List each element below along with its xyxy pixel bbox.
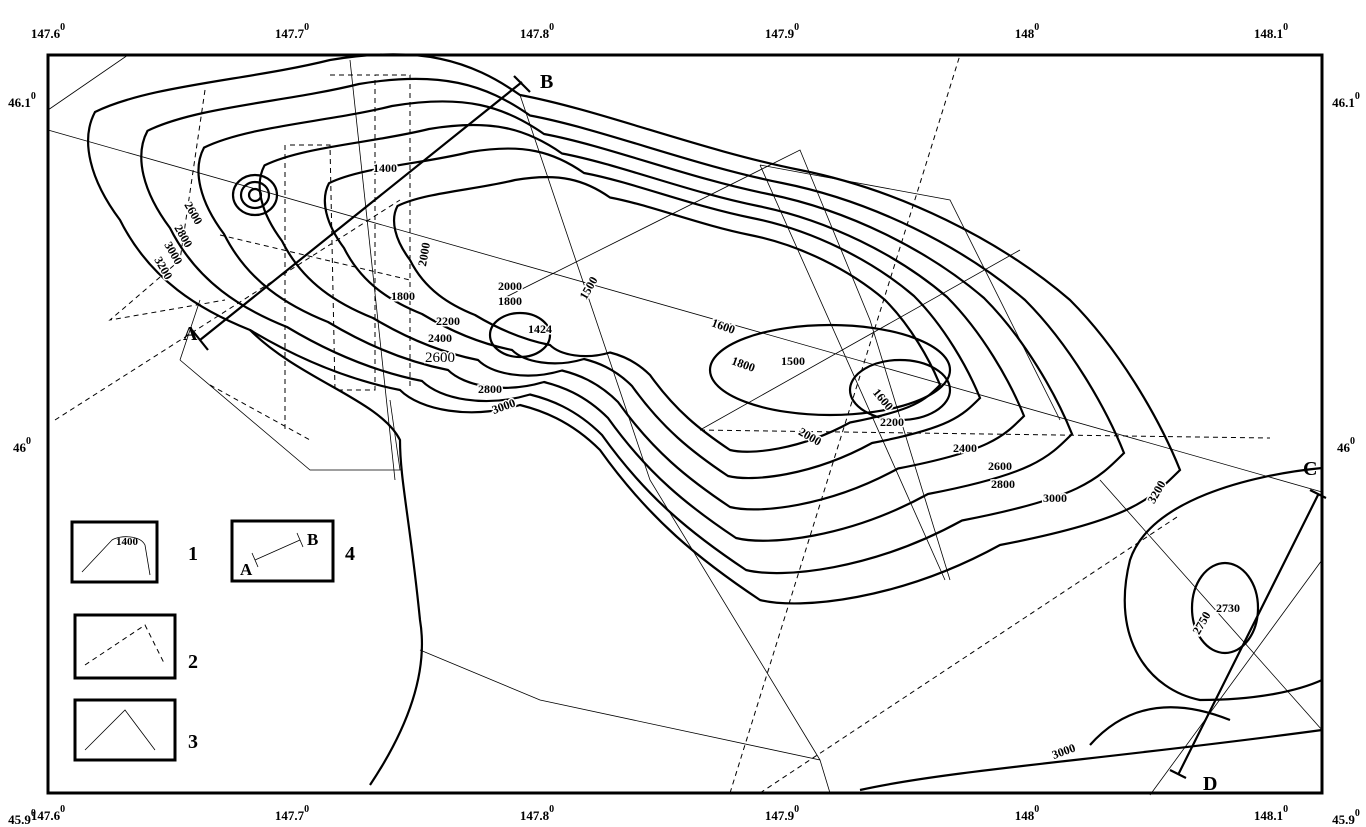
coordinate-label: 148.10 bbox=[1254, 804, 1288, 823]
contour-label: 1800 bbox=[391, 289, 415, 303]
contour-label: 1500 bbox=[781, 354, 805, 368]
degree-mark: 0 bbox=[794, 22, 799, 33]
coordinate-value: 147.8 bbox=[520, 26, 550, 41]
degree-mark: 0 bbox=[1283, 22, 1288, 33]
profile-point: C bbox=[1303, 458, 1317, 480]
coordinate-label: 147.80 bbox=[520, 22, 554, 41]
coordinate-value: 147.6 bbox=[31, 26, 61, 41]
coordinate-label: 147.90 bbox=[765, 804, 799, 823]
coordinate-value: 46 bbox=[13, 440, 27, 455]
degree-mark: 0 bbox=[1034, 22, 1039, 33]
contour-label: 2800 bbox=[991, 477, 1015, 491]
contour-label: 3000 bbox=[490, 396, 517, 417]
coordinate-value: 45.9 bbox=[1332, 812, 1355, 827]
degree-mark: 0 bbox=[60, 804, 65, 815]
contour-label: 3000 bbox=[1050, 741, 1077, 762]
coordinate-label: 46.10 bbox=[8, 91, 36, 110]
legend-sample-b: B bbox=[307, 530, 318, 549]
coordinate-value: 148.1 bbox=[1254, 26, 1283, 41]
degree-mark: 0 bbox=[60, 22, 65, 33]
coordinate-value: 148.1 bbox=[1254, 808, 1283, 823]
degree-mark: 0 bbox=[304, 804, 309, 815]
coordinate-value: 45.9 bbox=[8, 812, 31, 827]
coordinate-value: 147.9 bbox=[765, 26, 795, 41]
degree-mark: 0 bbox=[1283, 804, 1288, 815]
degree-mark: 0 bbox=[31, 808, 36, 819]
contour-label: 1424 bbox=[528, 322, 552, 336]
coordinate-label: 460 bbox=[13, 436, 31, 455]
degree-mark: 0 bbox=[26, 436, 31, 447]
profiles bbox=[192, 76, 1326, 778]
coordinate-value: 46.1 bbox=[1332, 95, 1355, 110]
contour-label: 2200 bbox=[436, 314, 460, 328]
contour-label: 1400 bbox=[373, 161, 397, 175]
coordinate-value: 147.7 bbox=[275, 26, 305, 41]
coordinate-label: 147.70 bbox=[275, 804, 309, 823]
degree-mark: 0 bbox=[794, 804, 799, 815]
coordinate-label: 45.90 bbox=[8, 808, 36, 827]
degree-mark: 0 bbox=[1350, 436, 1355, 447]
contour-label: 2730 bbox=[1216, 601, 1240, 615]
coordinate-label: 147.80 bbox=[520, 804, 554, 823]
map: 147.60147.60147.70147.70147.80147.80147.… bbox=[0, 0, 1366, 827]
coordinate-label: 147.60 bbox=[31, 804, 65, 823]
coordinate-value: 147.8 bbox=[520, 808, 550, 823]
legend-item-number: 3 bbox=[188, 731, 198, 753]
degree-mark: 0 bbox=[31, 91, 36, 102]
degree-mark: 0 bbox=[1355, 91, 1360, 102]
contour-label: 2600 bbox=[425, 350, 455, 366]
coordinate-value: 147.9 bbox=[765, 808, 795, 823]
coordinate-value: 148 bbox=[1015, 26, 1035, 41]
coordinate-label: 45.90 bbox=[1332, 808, 1360, 827]
coordinate-label: 147.90 bbox=[765, 22, 799, 41]
profile-point: A bbox=[183, 323, 198, 345]
coordinate-value: 46.1 bbox=[8, 95, 31, 110]
profile-point: B bbox=[540, 71, 553, 93]
contour-label: 2000 bbox=[415, 241, 433, 267]
coordinate-label: 1480 bbox=[1015, 22, 1040, 41]
faults bbox=[48, 55, 1322, 795]
contour-label: 2000 bbox=[796, 424, 824, 448]
contour-label: 2000 bbox=[498, 279, 522, 293]
degree-mark: 0 bbox=[304, 22, 309, 33]
coordinate-value: 147.7 bbox=[275, 808, 305, 823]
coordinate-label: 147.70 bbox=[275, 22, 309, 41]
coordinate-label: 460 bbox=[1337, 436, 1355, 455]
coordinate-label: 46.10 bbox=[1332, 91, 1360, 110]
map-frame bbox=[48, 55, 1322, 793]
contour-label: 1500 bbox=[576, 274, 600, 302]
contour-label: 1600 bbox=[710, 316, 737, 337]
legend bbox=[72, 521, 333, 760]
contour-label: 2400 bbox=[428, 331, 452, 345]
contour-label: 1800 bbox=[498, 294, 522, 308]
degree-mark: 0 bbox=[549, 22, 554, 33]
legend-item-number: 2 bbox=[188, 651, 198, 673]
degree-mark: 0 bbox=[549, 804, 554, 815]
coordinate-value: 46 bbox=[1337, 440, 1351, 455]
profile-point: D bbox=[1203, 773, 1217, 795]
coordinate-label: 1480 bbox=[1015, 804, 1040, 823]
degree-mark: 0 bbox=[1355, 808, 1360, 819]
legend-sample-a: A bbox=[240, 560, 253, 579]
legend-item-number: 1 bbox=[188, 543, 198, 565]
contour-label: 2800 bbox=[478, 382, 502, 396]
contour-label: 2600 bbox=[988, 459, 1012, 473]
legend-item-number: 4 bbox=[345, 543, 355, 565]
legend-sample-label: 1400 bbox=[116, 536, 139, 548]
contours bbox=[88, 54, 1322, 790]
contour-label: 2200 bbox=[880, 415, 904, 429]
coordinate-label: 148.10 bbox=[1254, 22, 1288, 41]
coordinate-label: 147.60 bbox=[31, 22, 65, 41]
contour-label: 2600 bbox=[181, 199, 205, 227]
degree-mark: 0 bbox=[1034, 804, 1039, 815]
contour-label: 3000 bbox=[1043, 491, 1067, 505]
contour-label: 3200 bbox=[1144, 478, 1168, 506]
contour-label: 1800 bbox=[730, 354, 757, 375]
coordinate-value: 148 bbox=[1015, 808, 1035, 823]
contour-label: 2400 bbox=[953, 441, 977, 455]
